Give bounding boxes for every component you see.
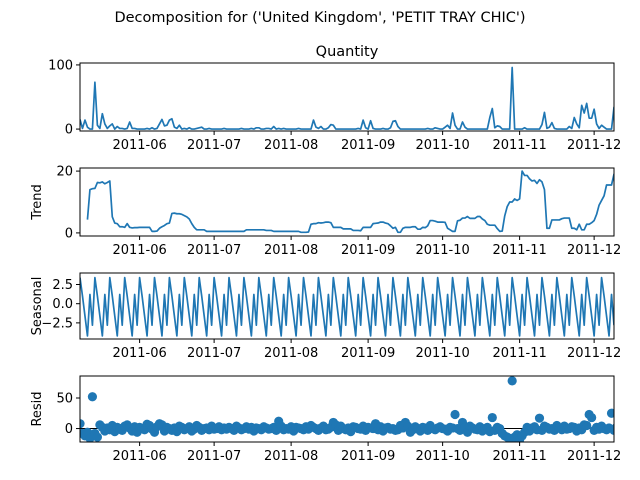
x-tick-label: 2011-09 <box>341 138 395 153</box>
y-tick-label: −2.5 <box>41 316 73 331</box>
x-tick-label: 2011-06 <box>112 138 166 153</box>
y-tick-label: 50 <box>56 392 73 407</box>
resid-point <box>606 408 614 418</box>
seasonal-line <box>80 276 614 337</box>
panel-3: 2011-06 2011-07 2011-08 2011-09 2011-10 2011-… <box>30 272 621 361</box>
figure-title: Decomposition for ('United Kingdom', 'PE… <box>114 10 525 26</box>
panel-4: 2011-06 2011-07 2011-08 2011-09 2011-10 2011-… <box>30 375 640 464</box>
x-tick-label: 2011-12 <box>567 138 621 153</box>
x-tick-label: 2011-11 <box>492 138 546 153</box>
resid-point <box>617 425 626 434</box>
y-tick-label: 0.0 <box>52 297 73 312</box>
x-tick-label: 2011-06 <box>112 449 166 464</box>
resid-point <box>614 424 623 433</box>
resid-point <box>627 424 636 433</box>
x-tick-label: 2011-10 <box>415 346 469 361</box>
resid-point <box>507 376 517 386</box>
x-tick-label: 2011-07 <box>187 346 241 361</box>
resid-point <box>87 392 98 402</box>
resid-point <box>80 419 85 429</box>
x-tick-label: 2011-07 <box>187 449 241 464</box>
x-tick-label: 2011-06 <box>112 346 166 361</box>
resid-point <box>619 422 628 431</box>
resid-point <box>450 409 460 420</box>
resid-point <box>582 420 592 431</box>
x-tick-label: 2011-08 <box>264 346 318 361</box>
axes-frame <box>79 272 615 340</box>
x-tick-label: 2011-09 <box>341 449 395 464</box>
x-tick-label: 2011-11 <box>492 243 546 258</box>
resid-point <box>487 412 497 423</box>
x-tick-label: 2011-12 <box>567 243 621 258</box>
resid-point <box>611 423 614 432</box>
x-tick-label: 2011-11 <box>492 449 546 464</box>
resid-point <box>634 426 640 435</box>
y-tick-label: 2.5 <box>52 278 73 293</box>
resid-point <box>629 423 638 432</box>
plot-area <box>80 66 614 130</box>
resid-point <box>587 412 597 423</box>
y-axis-label: Trend <box>30 184 45 221</box>
panel-2: 2011-06 2011-07 2011-08 2011-09 2011-10 2011-… <box>30 165 621 258</box>
x-tick-label: 2011-09 <box>341 346 395 361</box>
resid-point <box>624 425 633 434</box>
y-axis-label: Seasonal <box>30 277 45 336</box>
plot-area <box>80 376 640 442</box>
subplot-title: Quantity <box>316 44 379 60</box>
x-tick-label: 2011-08 <box>264 449 318 464</box>
x-tick-label: 2011-09 <box>341 243 395 258</box>
x-tick-label: 2011-08 <box>264 243 318 258</box>
x-tick-label: 2011-12 <box>567 346 621 361</box>
x-tick-label: 2011-07 <box>187 243 241 258</box>
y-tick-label: 20 <box>56 165 73 180</box>
y-tick-label: 100 <box>48 58 73 73</box>
x-tick-label: 2011-10 <box>415 449 469 464</box>
x-tick-label: 2011-12 <box>567 449 621 464</box>
resid-point <box>622 426 631 435</box>
y-tick-label: 0 <box>65 226 73 241</box>
x-tick-label: 2011-06 <box>112 243 166 258</box>
plot-area <box>80 276 614 337</box>
resid-point <box>92 432 102 442</box>
quantity-line <box>80 66 614 130</box>
x-tick-label: 2011-10 <box>415 243 469 258</box>
panel-1: Quantity 2011-06 2011-07 2011-08 2011-09 2011… <box>48 44 621 153</box>
resid-point <box>534 413 545 423</box>
trend-line <box>86 170 614 234</box>
y-tick-label: 0 <box>65 123 73 138</box>
plot-area <box>86 170 614 234</box>
y-axis-label: Resid <box>30 391 45 426</box>
axes-frame <box>79 375 615 443</box>
axes-frame <box>79 167 615 237</box>
x-tick-label: 2011-07 <box>187 138 241 153</box>
resid-point <box>632 422 640 431</box>
x-tick-label: 2011-10 <box>415 138 469 153</box>
x-tick-label: 2011-08 <box>264 138 318 153</box>
y-tick-label: 0 <box>65 422 73 437</box>
axes-frame <box>79 62 615 132</box>
x-tick-label: 2011-11 <box>492 346 546 361</box>
